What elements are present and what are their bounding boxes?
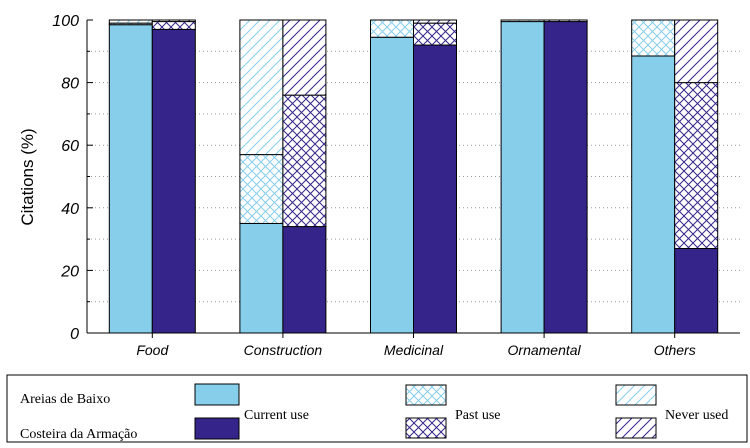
bar-others-costeira-never-used (674, 19, 719, 84)
bar-construction-costeira-never-used (282, 19, 327, 96)
bar-ornamental-costeira-never-used (543, 19, 588, 23)
bar-medicinal-areias-current-use (370, 36, 414, 334)
bar-construction-costeira-past-use (282, 94, 327, 228)
legend-label-never-used: Never used (665, 408, 728, 423)
legend: Areias de Baixo Costeira da Armação Curr… (6, 374, 748, 443)
y-axis-label: Citations (%) (18, 128, 37, 225)
bar-ornamental-areias-never-used (500, 19, 545, 23)
x-tick-label-food: Food (136, 342, 169, 358)
bar-others-areias-current-use (631, 55, 676, 334)
legend-label-past-use: Past use (455, 408, 501, 423)
legend-label-current-use: Current use (244, 408, 309, 423)
bar-food-areias-never-used (108, 19, 153, 24)
x-tick-label-construction: Construction (244, 342, 323, 358)
bar-food-costeira-never-used (151, 19, 196, 23)
legend-swatch-never-light (615, 384, 657, 406)
legend-site-2: Costeira da Armação (20, 427, 137, 442)
y-tick-label-80: 80 (61, 76, 79, 93)
y-tick-label-40: 40 (61, 201, 79, 218)
y-tick-label-100: 100 (52, 13, 79, 30)
y-tick-label-60: 60 (61, 138, 79, 155)
legend-swatch-past-light (405, 384, 447, 406)
x-tick-label-medicinal: Medicinal (384, 342, 444, 358)
y-tick-label-0: 0 (70, 326, 79, 343)
y-tick-label-20: 20 (60, 263, 79, 280)
bar-construction-costeira-current-use (282, 226, 327, 334)
bar-food-areias-current-use (108, 24, 153, 334)
bar-construction-areias-past-use (239, 154, 284, 224)
bar-construction-areias-never-used (239, 19, 284, 156)
axes: Food Construction Medicinal Ornamental Other… (52, 13, 740, 358)
legend-swatch-never-dark (615, 417, 657, 439)
bar-others-costeira-past-use (674, 82, 719, 249)
bars (108, 19, 719, 334)
bar-medicinal-costeira-past-use (413, 22, 457, 46)
bar-food-costeira-past-use (151, 21, 196, 30)
bar-ornamental-areias-current-use (500, 21, 545, 334)
x-tick-label-ornamental: Ornamental (508, 342, 582, 358)
bar-others-areias-past-use (631, 19, 676, 57)
bar-medicinal-areias-past-use (370, 19, 414, 38)
legend-swatch-current-dark (194, 417, 240, 440)
x-tick-label-others: Others (654, 342, 696, 358)
bar-medicinal-costeira-current-use (413, 44, 457, 334)
legend-swatch-current-light (194, 383, 240, 406)
bar-medicinal-costeira-never-used (413, 19, 457, 24)
bar-food-costeira-current-use (151, 28, 196, 334)
legend-swatch-past-dark (405, 417, 447, 439)
bar-others-costeira-current-use (674, 247, 719, 334)
bar-ornamental-costeira-current-use (543, 21, 588, 334)
gridlines (87, 50, 740, 303)
bar-construction-areias-current-use (239, 222, 284, 334)
legend-site-1: Areias de Baixo (20, 392, 110, 407)
